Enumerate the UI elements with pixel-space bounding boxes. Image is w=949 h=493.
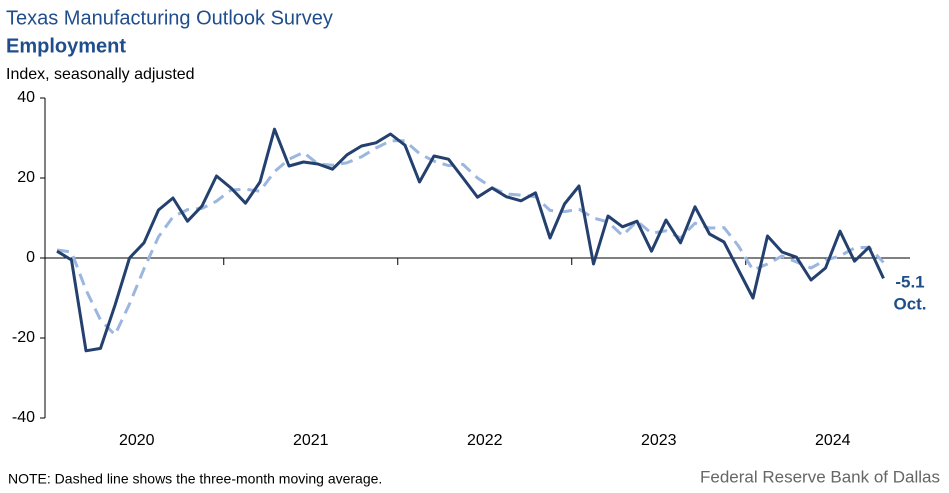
index-line <box>56 127 885 353</box>
y-axis-label: Index, seasonally adjusted <box>6 66 195 83</box>
y-tick-label: -40 <box>12 409 35 426</box>
y-tick-label: 0 <box>26 249 35 266</box>
end-value-label: -5.1 <box>895 272 924 291</box>
x-tick-label: 2024 <box>815 432 851 449</box>
source: Federal Reserve Bank of Dallas <box>700 467 940 486</box>
note: NOTE: Dashed line shows the three-month … <box>8 471 382 487</box>
end-date-label: Oct. <box>893 294 926 313</box>
x-tick-label: 2020 <box>119 432 155 449</box>
moving-average-line <box>56 139 885 337</box>
x-tick-label: 2021 <box>293 432 329 449</box>
y-tick-label: -20 <box>12 329 35 346</box>
y-tick-label: 20 <box>17 169 35 186</box>
chart-title: Texas Manufacturing Outlook Survey <box>6 7 333 29</box>
y-tick-label: 40 <box>17 89 35 106</box>
x-tick-label: 2023 <box>641 432 677 449</box>
x-tick-label: 2022 <box>467 432 503 449</box>
chart-subtitle: Employment <box>6 35 126 57</box>
